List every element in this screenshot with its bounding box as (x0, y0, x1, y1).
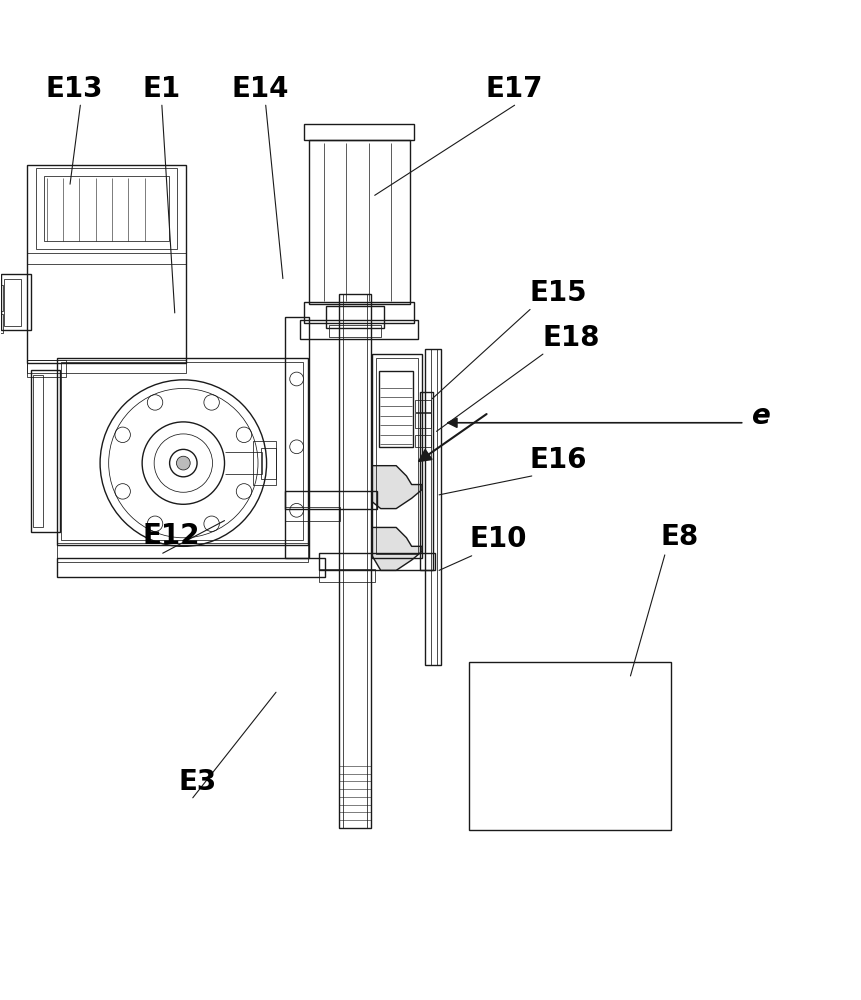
Bar (57, 543, 307, 562)
Text: E10: E10 (470, 525, 528, 553)
Bar (285, 317, 308, 558)
Bar (319, 553, 435, 570)
Bar (415, 400, 430, 412)
Bar (32, 370, 59, 532)
Bar (261, 448, 276, 479)
Text: E13: E13 (46, 75, 103, 103)
Bar (469, 662, 671, 830)
Bar (415, 435, 430, 447)
Bar (285, 491, 377, 509)
Bar (343, 294, 367, 828)
Bar (0, 285, 3, 311)
Bar (379, 371, 413, 447)
Polygon shape (372, 527, 422, 570)
Bar (44, 176, 169, 241)
Bar (28, 165, 186, 363)
Bar (285, 507, 340, 521)
Bar (420, 392, 433, 570)
Bar (308, 140, 410, 304)
Text: E8: E8 (660, 523, 699, 551)
Bar (57, 358, 307, 545)
Bar (338, 294, 371, 828)
Bar (253, 441, 276, 485)
Bar (35, 168, 177, 249)
Text: E17: E17 (486, 75, 543, 103)
Bar (33, 375, 43, 527)
Bar (61, 362, 303, 540)
Bar (376, 358, 418, 554)
Text: E3: E3 (178, 768, 216, 796)
Polygon shape (372, 466, 422, 509)
Bar (57, 558, 325, 577)
Circle shape (177, 456, 190, 470)
Bar (4, 279, 22, 326)
Bar (300, 320, 418, 339)
Bar (304, 302, 414, 323)
Bar (319, 569, 375, 582)
Bar (304, 124, 414, 140)
Bar (325, 306, 384, 328)
Text: E1: E1 (143, 75, 181, 103)
Bar (28, 360, 186, 373)
Text: E18: E18 (542, 324, 599, 352)
Bar (2, 274, 32, 330)
Text: E15: E15 (530, 279, 587, 307)
Bar (430, 349, 437, 665)
Bar (28, 360, 65, 377)
Bar (0, 314, 3, 333)
Text: E14: E14 (232, 75, 289, 103)
Bar (415, 413, 430, 428)
Text: e: e (753, 402, 771, 430)
Bar (425, 349, 441, 665)
Bar (329, 325, 381, 337)
Text: E16: E16 (530, 446, 586, 474)
Text: E12: E12 (143, 522, 201, 550)
Bar (372, 354, 422, 558)
